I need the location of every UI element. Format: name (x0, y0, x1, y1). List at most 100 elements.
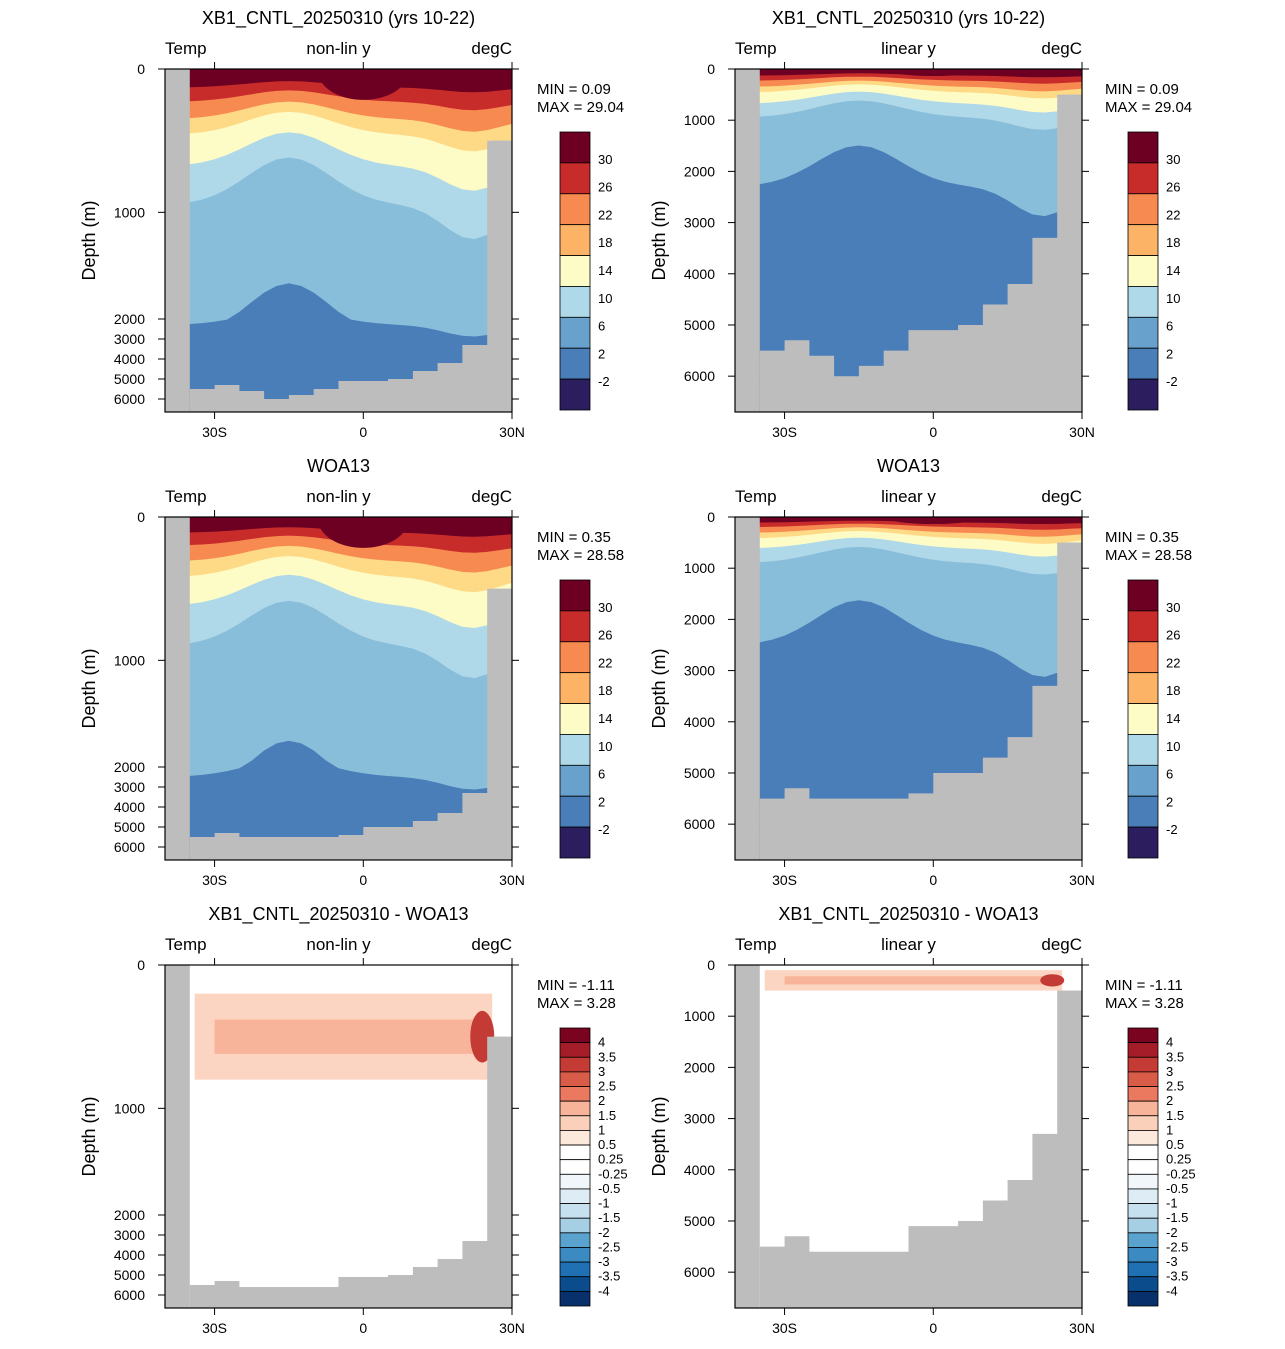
max-stat: MAX = 3.28 (1105, 995, 1184, 1012)
colorbar-box (559, 1290, 591, 1307)
colorbar-box (559, 1247, 591, 1263)
max-stat: MAX = 3.28 (537, 995, 616, 1012)
colorbar-box (1127, 316, 1159, 349)
colorbar: 30 26 22 18 14 10 6 2 -2 (1127, 131, 1180, 411)
y-tick-label: 4000 (114, 351, 145, 367)
land-west (165, 517, 190, 860)
colorbar-box (1127, 1173, 1159, 1190)
x-tick-label: 30N (499, 424, 525, 440)
x-tick-labels: 30S 0 30N (202, 872, 525, 888)
y-tick-label: 4000 (114, 1247, 145, 1263)
warm-core (318, 69, 409, 100)
colorbar-label: 14 (1166, 263, 1180, 278)
colorbar-box (1127, 1056, 1159, 1073)
bathymetry (189, 1036, 512, 1308)
chart-panel-3: WOA13 Temp non-lin y degC 0 1000 2000 3000 4000 5… (79, 456, 624, 888)
x-tick-label: 30N (499, 872, 525, 888)
warm-core (318, 517, 409, 548)
y-axis-label: Depth (m) (649, 1096, 669, 1176)
colorbar-label: -2 (1166, 1225, 1178, 1240)
colorbar: 30 26 22 18 14 10 6 2 -2 (1127, 579, 1180, 859)
y-tick-label: 1000 (114, 652, 145, 668)
y-tick-label: 0 (137, 509, 145, 525)
colorbar-box (1127, 610, 1159, 643)
y-axis-label: Depth (m) (79, 648, 99, 728)
y-tick-label: 5000 (684, 765, 715, 781)
plot-area (735, 69, 1082, 412)
colorbar-box (559, 224, 591, 256)
colorbar-label: 18 (598, 235, 612, 250)
y-tick-label: 3000 (684, 663, 715, 679)
colorbar-box (559, 1173, 591, 1190)
y-tick-label: 3000 (114, 779, 145, 795)
colorbar-label: 30 (598, 152, 612, 167)
y-tick-label: 0 (137, 61, 145, 77)
scale-label: linear y (881, 487, 936, 506)
colorbar-box (1127, 1290, 1159, 1307)
x-tick-label: 30S (202, 424, 227, 440)
colorbar-label: 30 (598, 600, 612, 615)
scale-label: non-lin y (306, 39, 371, 58)
y-tick-label: 6000 (684, 1264, 715, 1280)
colorbar-box (1127, 1100, 1159, 1117)
y-axis-label: Depth (m) (79, 200, 99, 280)
max-stat: MAX = 29.04 (537, 99, 624, 116)
units-label: degC (471, 935, 512, 954)
min-stat: MIN = 0.35 (1105, 529, 1179, 546)
colorbar-label: 10 (598, 291, 612, 306)
colorbar-label: -2 (598, 822, 610, 837)
y-tick-label: 1000 (684, 560, 715, 576)
colorbar-box (559, 1232, 591, 1248)
colorbar-box (1127, 1027, 1159, 1044)
plot-area (735, 965, 1082, 1308)
panel-title: XB1_CNTL_20250310 - WOA13 (778, 904, 1038, 925)
y-tick-label: 1000 (114, 204, 145, 220)
units-label: degC (471, 39, 512, 58)
max-stat: MAX = 28.58 (1105, 547, 1192, 564)
colorbar-box (559, 1042, 591, 1058)
colorbar-label: -2.5 (598, 1239, 620, 1254)
y-tick-label: 2000 (114, 311, 145, 327)
colorbar-label: 6 (598, 767, 605, 782)
anomaly-core (784, 976, 1053, 985)
panel-title: WOA13 (307, 456, 370, 476)
colorbar-label: 14 (598, 711, 612, 726)
colorbar: 30 26 22 18 14 10 6 2 -2 (559, 131, 612, 411)
colorbar-label: -0.25 (1166, 1166, 1196, 1181)
colorbar-label: 4 (598, 1035, 605, 1050)
colorbar-label: 2 (598, 1093, 605, 1108)
panel-title: WOA13 (877, 456, 940, 476)
min-stat: MIN = -1.11 (537, 977, 615, 994)
land-east (492, 1036, 512, 1308)
colorbar-label: -3.5 (1166, 1269, 1188, 1284)
colorbar-label: 26 (598, 180, 612, 195)
colorbar-box (1127, 703, 1159, 735)
colorbar-box (1127, 1203, 1159, 1219)
x-tick-label: 0 (359, 872, 367, 888)
colorbar-box (1127, 224, 1159, 256)
x-tick-label: 30S (772, 1320, 797, 1336)
units-label: degC (471, 487, 512, 506)
variable-label: Temp (165, 487, 207, 506)
y-tick-label: 6000 (684, 368, 715, 384)
panel-title: XB1_CNTL_20250310 (yrs 10-22) (772, 8, 1045, 29)
colorbar-label: 1 (1166, 1122, 1173, 1137)
y-axis-label: Depth (m) (649, 200, 669, 280)
colorbar-label: 2 (1166, 1093, 1173, 1108)
x-tick-label: 30S (202, 1320, 227, 1336)
min-stat: MIN = -1.11 (1105, 977, 1183, 994)
colorbar-box (559, 1115, 591, 1131)
y-tick-label: 0 (707, 61, 715, 77)
variable-label: Temp (165, 935, 207, 954)
scale-label: non-lin y (306, 935, 371, 954)
plot-area (165, 517, 512, 860)
colorbar-label: 18 (598, 683, 612, 698)
x-tick-label: 0 (929, 872, 937, 888)
colorbar-box (559, 1144, 591, 1161)
colorbar-box (1127, 641, 1159, 674)
y-tick-label: 3000 (114, 1227, 145, 1243)
colorbar-label: -1.5 (598, 1210, 620, 1225)
colorbar-label: 2 (598, 794, 605, 809)
colorbar-label: 0.25 (598, 1152, 623, 1167)
land-west (735, 69, 760, 412)
